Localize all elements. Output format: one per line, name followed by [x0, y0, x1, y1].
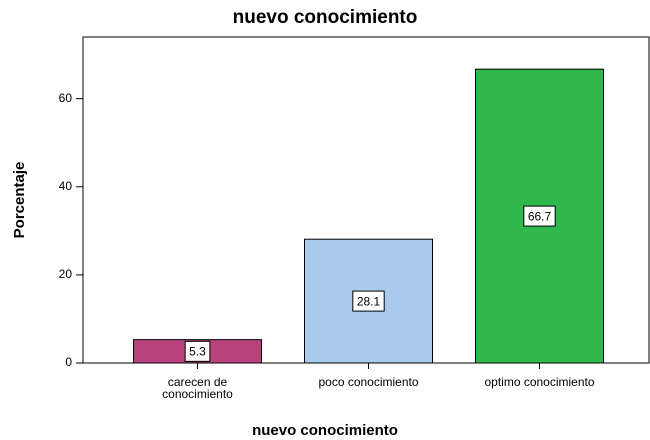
- x-tick-label: poco conocimiento: [318, 375, 418, 389]
- x-axis-title: nuevo conocimiento: [252, 422, 398, 439]
- value-label: 66.7: [528, 209, 552, 223]
- chart-title: nuevo conocimiento: [233, 7, 418, 28]
- y-tick-label: 0: [65, 355, 72, 369]
- x-tick-label: optimo conocimiento: [484, 375, 594, 389]
- y-tick-label: 40: [59, 179, 73, 193]
- value-label-box: [352, 290, 385, 312]
- y-tick-label: 20: [59, 267, 73, 281]
- x-tick-label: carecen de conocimiento: [162, 375, 233, 401]
- value-label: 5.3: [189, 344, 206, 358]
- y-axis-title: Porcentaje: [11, 162, 28, 239]
- y-tick-label: 60: [59, 91, 73, 105]
- value-label: 28.1: [357, 294, 381, 308]
- value-label-box: [184, 340, 211, 362]
- value-label-box: [523, 205, 556, 227]
